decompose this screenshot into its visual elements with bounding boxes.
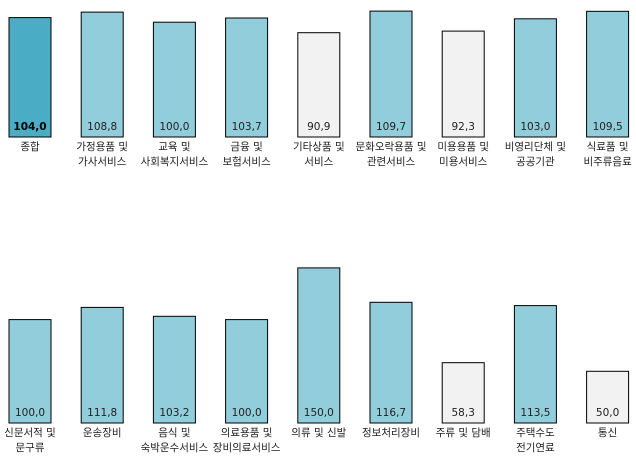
bar (8, 17, 52, 138)
category-label: 숙박운수서비스 (141, 442, 209, 454)
bar (225, 319, 269, 424)
bar-value-label: 58,3 (452, 407, 475, 419)
category-label: 종합 (20, 141, 40, 153)
category-label: 의료용품 및 (221, 427, 273, 439)
category-label: 서비스 (304, 156, 333, 168)
category-label: 통신 (598, 427, 617, 439)
bar-value-label: 109,7 (376, 121, 406, 133)
category-label: 금융 및 (230, 141, 262, 153)
category-label: 장비의료서비스 (213, 442, 281, 454)
category-label: 가사서비스 (78, 156, 127, 168)
category-label: 미용용품 및 (437, 141, 489, 153)
category-label: 전기연료 (516, 442, 555, 454)
bar (152, 315, 196, 424)
category-label: 가정용품 및 (76, 141, 128, 153)
category-label: 주류 및 담배 (436, 427, 491, 439)
bar (80, 306, 124, 424)
bar-value-label: 103,7 (232, 121, 262, 133)
category-label: 식료품 및 (587, 141, 629, 153)
bar-value-label: 116,7 (376, 407, 406, 419)
bar-value-label: 150,0 (304, 407, 334, 419)
category-label: 비주류음료 (583, 156, 632, 168)
bar-value-label: 111,8 (87, 407, 117, 419)
bar (80, 11, 124, 138)
bar (369, 301, 413, 424)
bar-value-label: 109,5 (593, 121, 623, 133)
bar-value-label: 100,0 (15, 407, 45, 419)
bar-value-label: 103,0 (520, 121, 550, 133)
category-label: 보험서비스 (222, 156, 271, 168)
category-label: 운송장비 (83, 427, 122, 439)
category-label: 문구류 (16, 442, 45, 454)
bar (513, 18, 557, 138)
category-label: 미용서비스 (439, 156, 488, 168)
bar-value-label: 100,0 (159, 121, 189, 133)
bar (586, 370, 630, 424)
category-label: 공공기관 (516, 156, 555, 168)
category-label: 주택수도 (516, 427, 555, 439)
bar (441, 362, 485, 424)
category-label: 신문서적 및 (4, 427, 56, 439)
bar-value-label: 103,2 (159, 407, 189, 419)
category-label: 의류 및 신발 (291, 427, 346, 439)
bar-value-label: 100,0 (232, 407, 262, 419)
bar (225, 17, 269, 138)
category-label: 음식 및 (158, 427, 190, 439)
bar-value-label: 104,0 (13, 121, 46, 133)
category-label: 교육 및 (158, 141, 190, 153)
bar (441, 30, 485, 138)
category-label: 사회복지서비스 (141, 156, 209, 168)
bar-value-label: 50,0 (596, 407, 619, 419)
bar (8, 319, 52, 424)
bar-value-label: 108,8 (87, 121, 117, 133)
bar (513, 305, 557, 424)
bar-value-label: 113,5 (520, 407, 550, 419)
bar (297, 32, 341, 138)
category-label: 기타상품 및 (293, 141, 345, 153)
bar (586, 10, 630, 138)
bar-value-label: 90,9 (307, 121, 330, 133)
category-label: 문화오락용품 및 (356, 141, 427, 153)
bar (369, 10, 413, 138)
category-label: 관련서비스 (367, 156, 416, 168)
bar (152, 21, 196, 138)
category-label: 비영리단체 및 (505, 141, 566, 153)
bar (297, 267, 341, 424)
bar-value-label: 92,3 (452, 121, 475, 133)
category-label: 정보처리장비 (362, 427, 420, 439)
